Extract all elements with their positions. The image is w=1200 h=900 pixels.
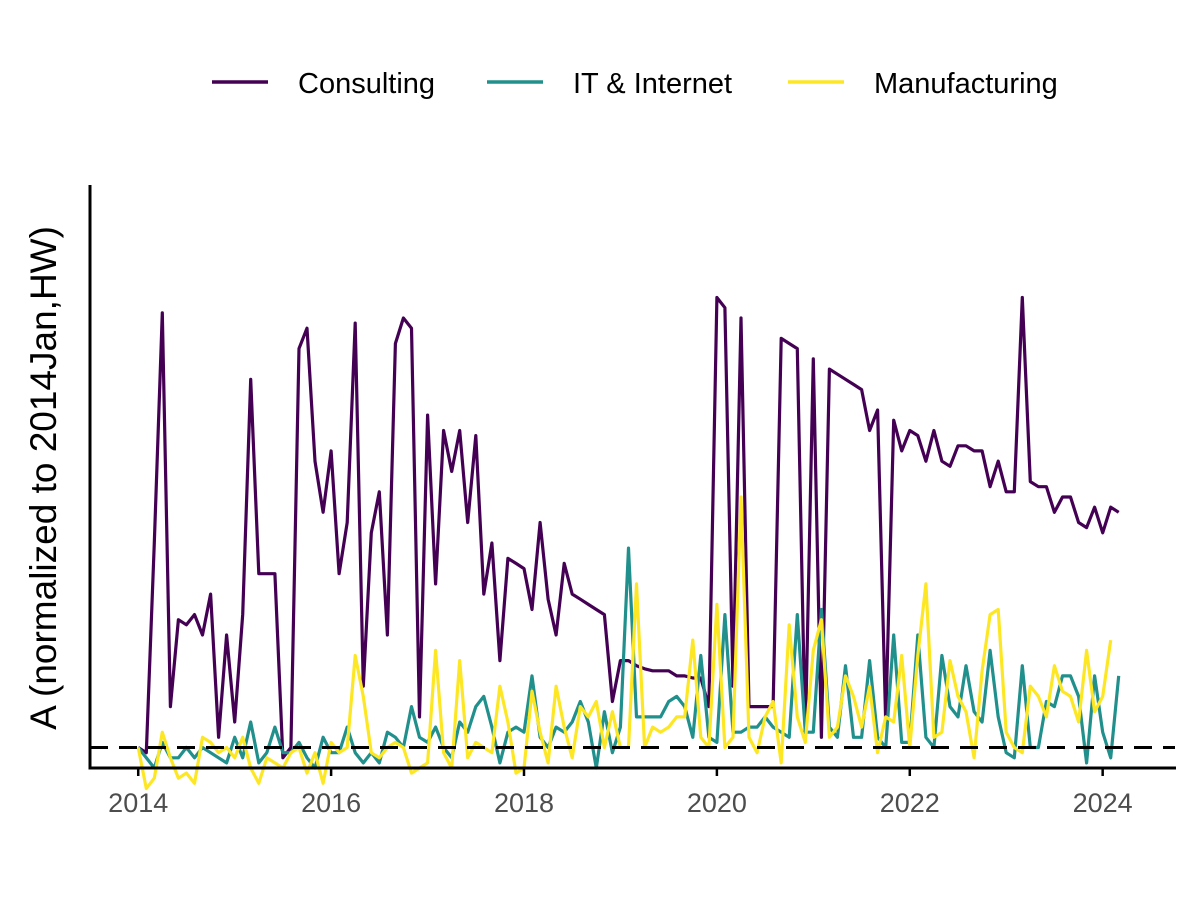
legend-label: IT & Internet — [573, 68, 732, 100]
legend-label: Consulting — [298, 68, 435, 100]
x-tick-label: 2022 — [880, 788, 940, 818]
x-tick-label: 2018 — [494, 788, 554, 818]
x-tick-label: 2016 — [301, 788, 361, 818]
legend: Consulting IT & Internet Manufacturing — [212, 68, 1058, 100]
y-axis-label: A (normalized to 2014Jan,HW) — [23, 226, 64, 730]
x-tick-label: 2020 — [687, 788, 747, 818]
series-line-consulting — [137, 295, 1120, 760]
x-axis-ticks: 2014 2016 2018 2020 2022 2024 — [108, 768, 1133, 818]
plot-lines — [136, 295, 1121, 791]
x-tick-label: 2024 — [1073, 788, 1133, 818]
legend-label: Manufacturing — [874, 68, 1058, 100]
x-tick-label: 2014 — [108, 788, 168, 818]
